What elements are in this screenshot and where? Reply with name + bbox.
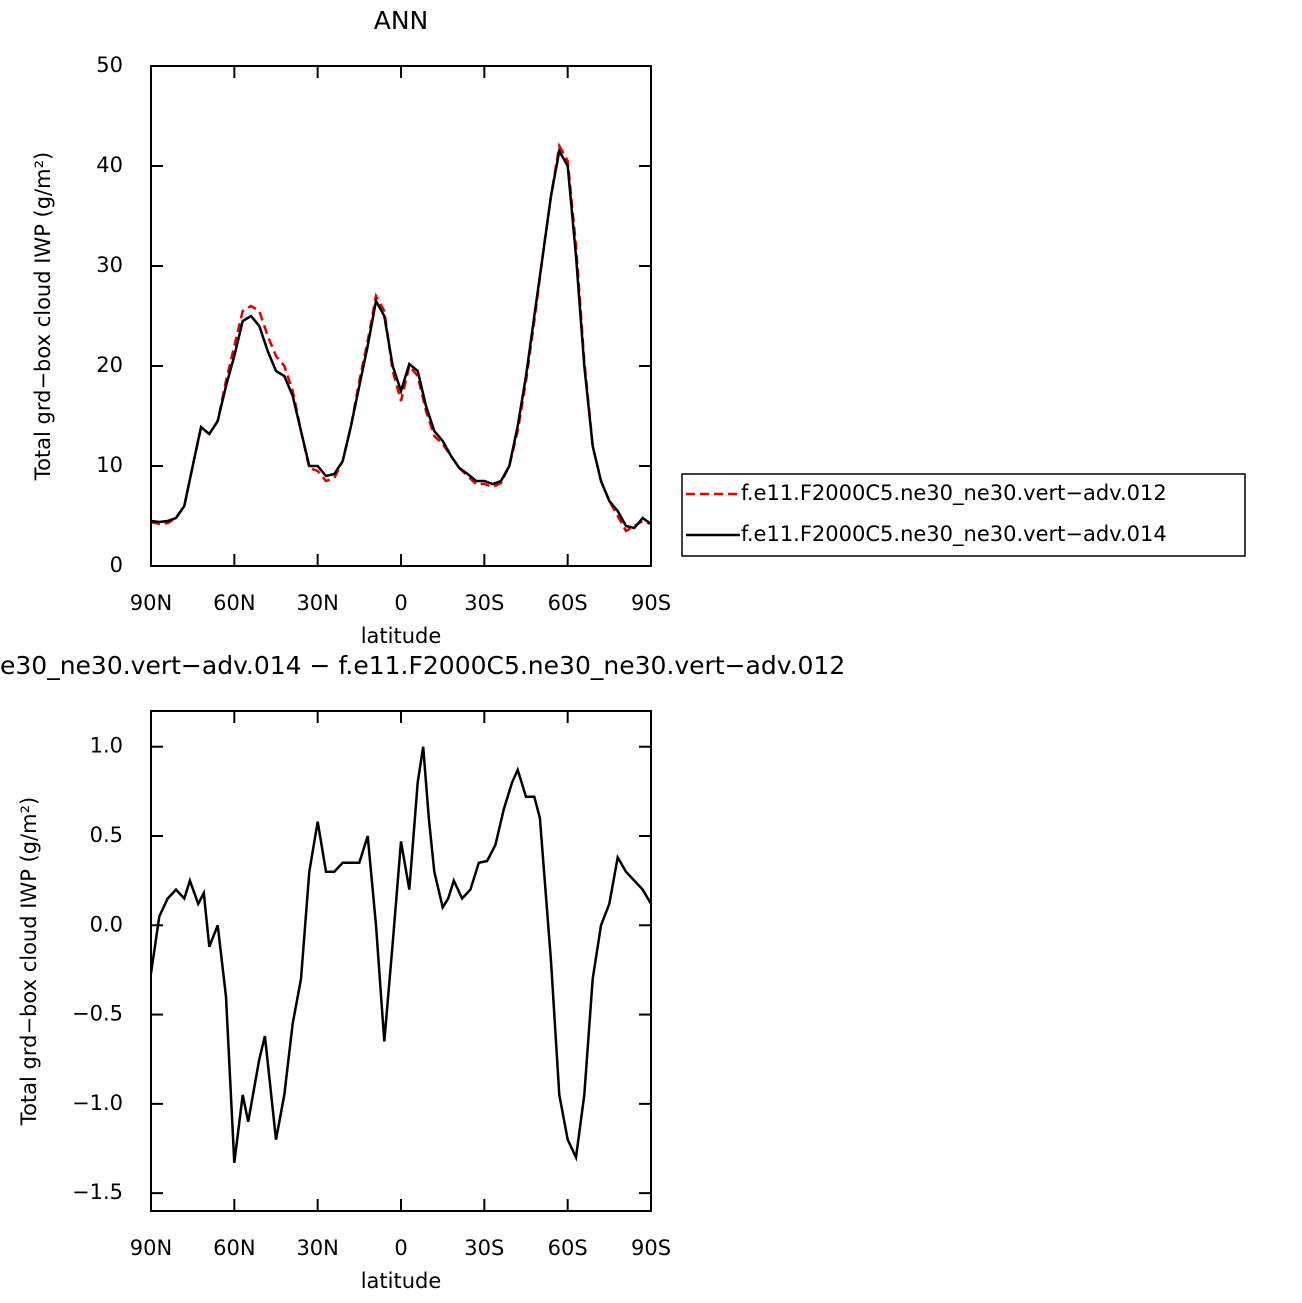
x-tick-label: 90N — [130, 591, 172, 615]
x-tick-label: 90S — [631, 591, 671, 615]
y-tick-label: 50 — [96, 53, 123, 77]
y-tick-label: 10 — [96, 453, 123, 477]
y-tick-label: 30 — [96, 253, 123, 277]
x-tick-label: 30S — [464, 1236, 504, 1260]
y-tick-label: 0 — [110, 553, 123, 577]
x-tick-label: 30N — [296, 591, 338, 615]
y-tick-label: 40 — [96, 153, 123, 177]
y-tick-label: 20 — [96, 353, 123, 377]
data-line — [149, 746, 653, 1163]
x-axis-label: latitude — [361, 624, 442, 648]
chart-title: ANN — [374, 6, 429, 35]
x-tick-label: 60N — [213, 1236, 255, 1260]
x-tick-label: 30N — [296, 1236, 338, 1260]
x-tick-label: 0 — [394, 1236, 407, 1260]
x-tick-label: 60N — [213, 591, 255, 615]
x-tick-label: 90S — [631, 1236, 671, 1260]
data-line — [150, 142, 652, 533]
y-tick-label: −0.5 — [72, 1002, 123, 1026]
legend-label: f.e11.F2000C5.ne30_ne30.vert−adv.014 — [741, 522, 1167, 547]
x-tick-label: 60S — [548, 1236, 588, 1260]
y-axis-label: Total grd−box cloud IWP (g/m²) — [31, 152, 55, 481]
y-axis-label: Total grd−box cloud IWP (g/m²) — [17, 797, 41, 1126]
y-tick-label: 1.0 — [90, 734, 123, 758]
y-tick-label: −1.5 — [72, 1180, 123, 1204]
plot-frame — [150, 65, 652, 567]
y-tick-label: −1.0 — [72, 1091, 123, 1115]
x-tick-label: 90N — [130, 1236, 172, 1260]
legend-box — [681, 473, 1246, 557]
x-tick-label: 30S — [464, 591, 504, 615]
x-tick-label: 60S — [548, 591, 588, 615]
y-tick-label: 0.0 — [90, 912, 123, 936]
x-axis-label: latitude — [361, 1269, 442, 1293]
legend-label: f.e11.F2000C5.ne30_ne30.vert−adv.012 — [741, 481, 1167, 506]
chart-title: e30_ne30.vert−adv.014 − f.e11.F2000C5.ne… — [0, 651, 845, 680]
x-tick-label: 0 — [394, 591, 407, 615]
y-tick-label: 0.5 — [90, 823, 123, 847]
data-line — [150, 147, 652, 530]
plot-frame — [150, 710, 652, 1212]
